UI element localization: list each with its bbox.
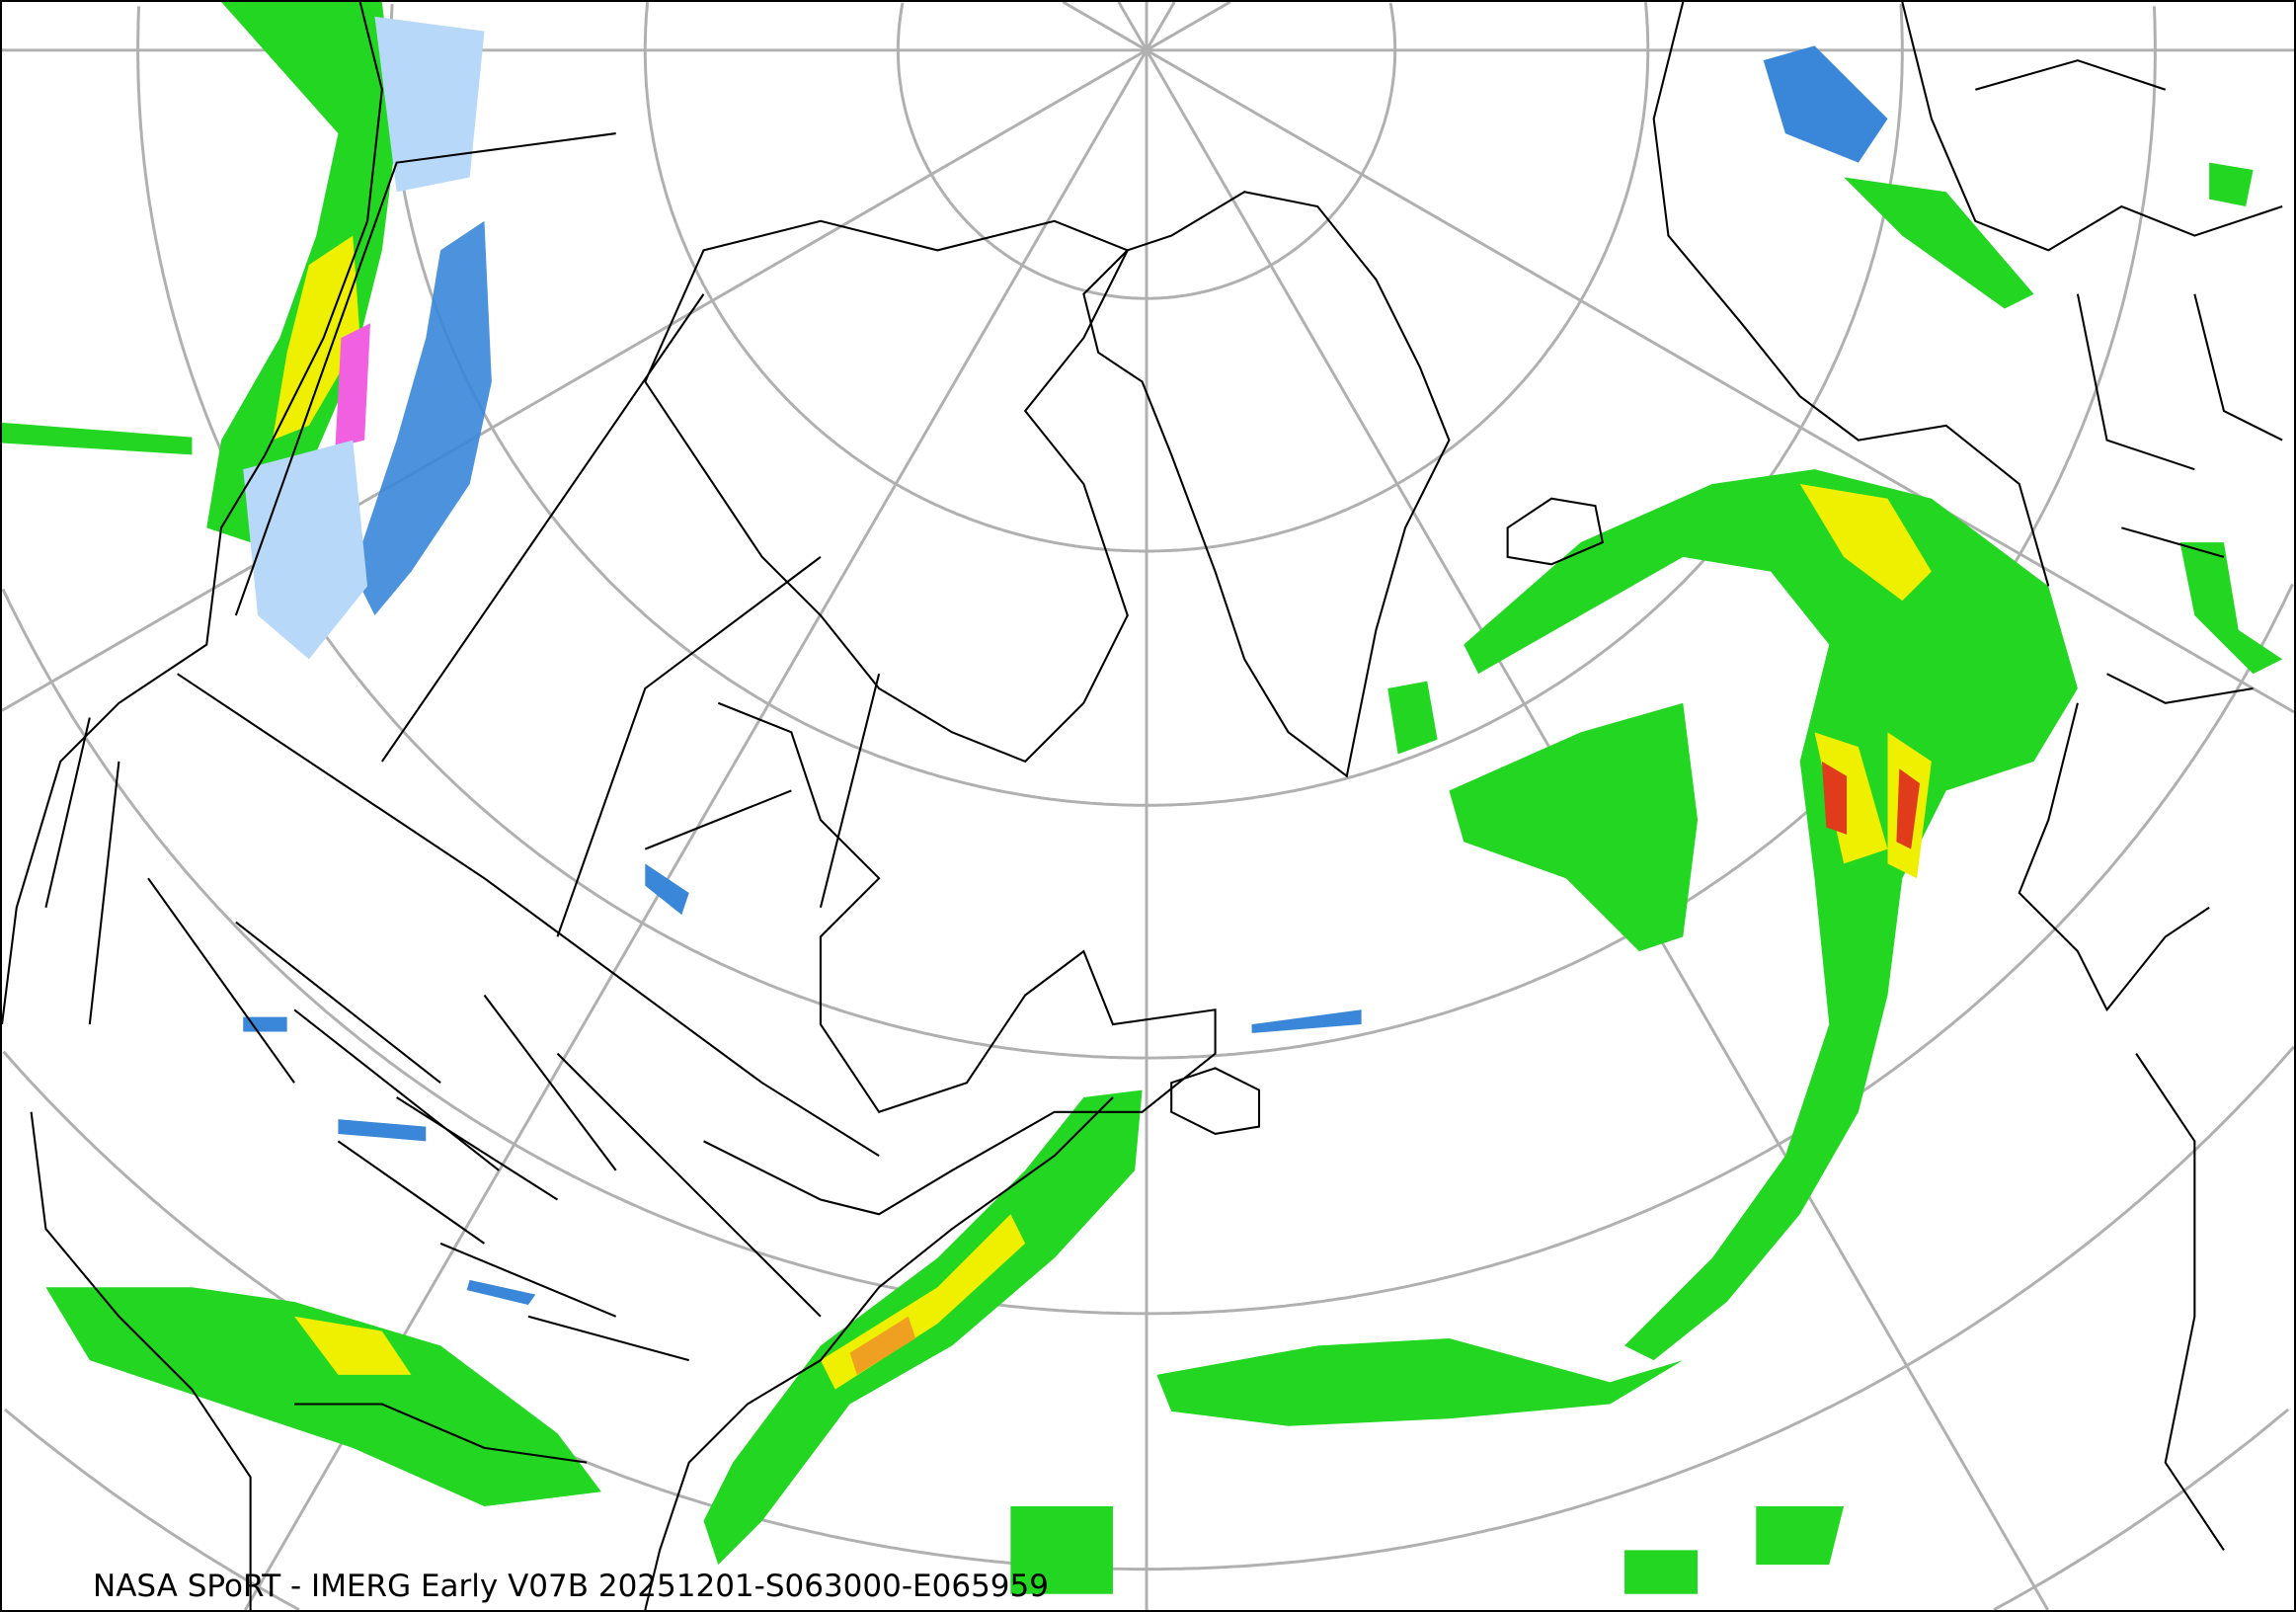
precip-interior-snow [353, 220, 492, 616]
latitude-circle [2, 583, 2294, 1316]
precip-mid-atlantic-cluster [1449, 702, 1699, 952]
meridian-line [2, 48, 1148, 712]
precip-atlantic-cyclone-red [1821, 761, 1921, 849]
canada-provinces [234, 132, 881, 937]
canada-arctic-coastline [644, 219, 1130, 764]
latitude-circle [4, 1408, 2290, 1610]
europe-west-coast [1652, 2, 2225, 1551]
meridian-line [1146, 48, 2294, 714]
precip-caribbean [1010, 1506, 1845, 1594]
precip-east-coast-red [849, 1316, 916, 1375]
meridian-line [1117, 2, 1148, 51]
precip-pacific-coast-magenta [335, 323, 371, 447]
mexico-coast [30, 1111, 588, 1610]
precip-pacific-coast-band [206, 2, 397, 543]
meridian-line [1062, 2, 1148, 52]
precip-baltic [1844, 177, 2034, 309]
newfoundland-coastline [1170, 1067, 1261, 1136]
latitude-circle [896, 2, 1397, 300]
latitude-circle [643, 2, 1650, 553]
precip-us-snow-spots [243, 863, 1362, 1305]
precip-gulf [45, 1287, 601, 1507]
precip-pacific-coast-core [272, 235, 360, 441]
canada-us-border [177, 673, 880, 1158]
precip-interior-light-snow [243, 440, 368, 660]
meridian-line [1146, 2, 1231, 52]
greenland-coastline [1082, 191, 1451, 778]
precip-subtropical-band [1156, 1337, 1684, 1426]
precip-greenland-tip [1387, 681, 1438, 755]
precip-bc-light [374, 16, 485, 193]
precip-europe-east [2179, 162, 2283, 675]
us-east-coast [644, 1096, 1114, 1610]
meridian-line [1145, 2, 1176, 51]
us-states [44, 717, 822, 1362]
precip-atlantic-cyclone-arc [1464, 469, 2078, 1361]
europe-borders [1901, 2, 2283, 704]
precip-pacific-plume [2, 422, 193, 455]
iceland-coastline [1506, 497, 1605, 566]
north-america-west-coast [2, 2, 383, 1025]
precip-scandinavia [1763, 45, 1888, 163]
hudson-bay-coastline [703, 701, 1217, 1216]
map-caption: NASA SPoRT - IMERG Early V07B 20251201-S… [93, 1569, 1049, 1604]
